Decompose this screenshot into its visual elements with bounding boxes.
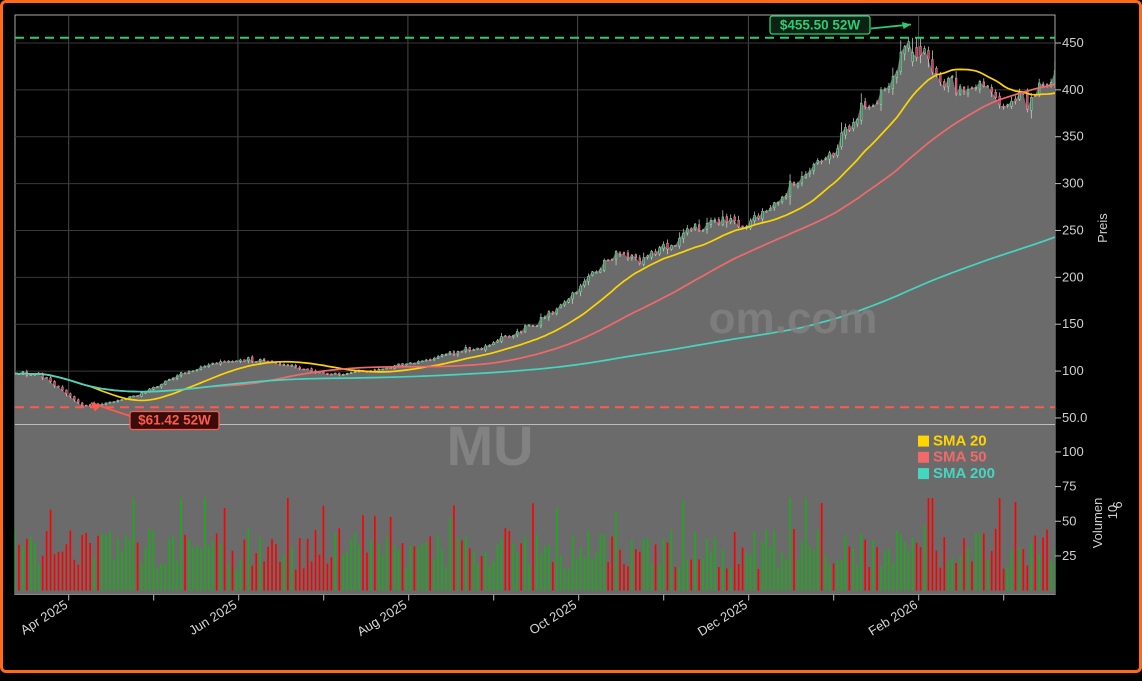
svg-text:75: 75 bbox=[1062, 479, 1076, 494]
svg-text:Feb 2026: Feb 2026 bbox=[866, 597, 921, 639]
svg-text:25: 25 bbox=[1062, 548, 1076, 563]
svg-text:SMA 50: SMA 50 bbox=[933, 449, 987, 466]
svg-text:450: 450 bbox=[1062, 35, 1084, 50]
svg-text:100: 100 bbox=[1062, 444, 1084, 459]
svg-text:SMA 20: SMA 20 bbox=[933, 432, 987, 449]
svg-text:SMA 200: SMA 200 bbox=[933, 465, 995, 482]
svg-text:Dec 2025: Dec 2025 bbox=[695, 597, 750, 639]
svg-text:MU: MU bbox=[446, 414, 533, 477]
svg-text:300: 300 bbox=[1062, 176, 1084, 191]
svg-text:$455.50 52W: $455.50 52W bbox=[780, 18, 861, 33]
svg-text:$61.42 52W: $61.42 52W bbox=[138, 413, 211, 428]
svg-text:50.0: 50.0 bbox=[1062, 410, 1087, 425]
svg-text:250: 250 bbox=[1062, 222, 1084, 237]
svg-text:350: 350 bbox=[1062, 129, 1084, 144]
svg-text:50: 50 bbox=[1062, 513, 1076, 528]
svg-text:Apr 2025: Apr 2025 bbox=[18, 597, 71, 638]
svg-text:Oct 2025: Oct 2025 bbox=[526, 597, 579, 638]
svg-text:Volumen: Volumen bbox=[1090, 498, 1105, 549]
svg-text:Preis: Preis bbox=[1095, 213, 1110, 243]
svg-text:Aug 2025: Aug 2025 bbox=[354, 597, 409, 639]
svg-text:100: 100 bbox=[1062, 363, 1084, 378]
svg-text:400: 400 bbox=[1062, 82, 1084, 97]
svg-text:om.com: om.com bbox=[709, 294, 878, 343]
svg-text:6: 6 bbox=[1110, 501, 1125, 508]
svg-text:150: 150 bbox=[1062, 316, 1084, 331]
svg-text:200: 200 bbox=[1062, 269, 1084, 284]
svg-text:Jun 2025: Jun 2025 bbox=[186, 597, 239, 638]
